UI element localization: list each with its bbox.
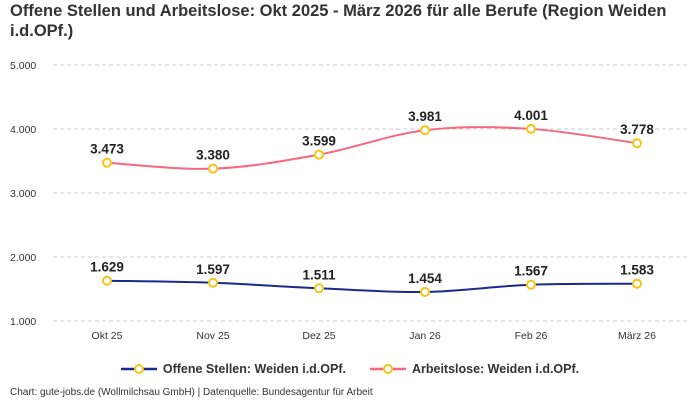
legend-label: Offene Stellen: Weiden i.d.OPf. xyxy=(162,362,346,376)
data-label: 3.380 xyxy=(196,148,230,163)
legend-item[interactable]: Arbeitslose: Weiden i.d.OPf. xyxy=(369,362,580,376)
data-point xyxy=(102,275,112,286)
y-tick-label: 5.000 xyxy=(10,60,36,72)
series-line-0 xyxy=(106,279,638,294)
x-tick-label: Jan 26 xyxy=(409,330,441,342)
legend-label: Arbeitslose: Weiden i.d.OPf. xyxy=(411,362,580,376)
y-tick-label: 4.000 xyxy=(10,124,36,136)
x-tick-label: Nov 25 xyxy=(196,330,229,342)
data-label: 3.778 xyxy=(620,122,654,137)
data-point xyxy=(420,286,430,297)
legend-marker-icon xyxy=(369,364,406,374)
y-tick-label: 2.000 xyxy=(10,252,36,264)
data-label: 3.599 xyxy=(302,134,336,149)
data-point xyxy=(208,277,218,288)
chart-title: Offene Stellen und Arbeitslose: Okt 2025… xyxy=(10,2,667,40)
legend-item[interactable]: Offene Stellen: Weiden i.d.OPf. xyxy=(120,362,346,376)
data-label: 1.511 xyxy=(302,267,336,282)
chart-footer: Chart: gute-jobs.de (Wollmilchsau GmbH) … xyxy=(10,387,373,398)
data-point xyxy=(102,157,112,168)
data-label: 3.473 xyxy=(90,142,124,157)
series-line-1 xyxy=(106,126,638,170)
data-point xyxy=(526,279,536,290)
data-point xyxy=(314,283,324,294)
data-point xyxy=(632,138,642,149)
data-point xyxy=(314,149,324,160)
data-label: 1.583 xyxy=(620,263,654,278)
data-label: 1.567 xyxy=(514,264,548,279)
data-point xyxy=(208,163,218,174)
x-tick-label: Okt 25 xyxy=(92,330,123,342)
y-tick-label: 3.000 xyxy=(10,188,36,200)
legend: Offene Stellen: Weiden i.d.OPf. Arbeitslo… xyxy=(0,362,700,376)
x-tick-label: Dez 25 xyxy=(302,330,335,342)
legend-marker-icon xyxy=(120,364,157,374)
y-tick-label: 1.000 xyxy=(10,316,36,328)
data-label: 1.597 xyxy=(196,262,230,277)
data-point xyxy=(526,123,536,134)
data-point xyxy=(420,125,430,136)
x-tick-label: Feb 26 xyxy=(515,330,548,342)
data-label: 1.629 xyxy=(90,260,124,275)
x-tick-label: März 26 xyxy=(618,330,656,342)
data-label: 1.454 xyxy=(408,271,442,286)
data-point xyxy=(632,278,642,289)
data-label: 3.981 xyxy=(408,109,442,124)
data-label: 4.001 xyxy=(514,108,548,123)
